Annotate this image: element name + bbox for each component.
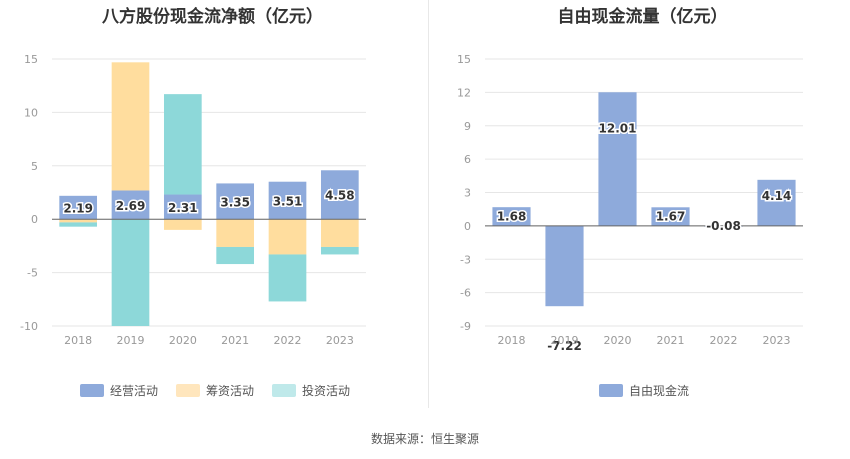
bar-经营活动-2018 — [59, 195, 98, 220]
x-tick-label: 2022 — [274, 334, 302, 347]
right-chart-panel: 自由现金流量（亿元） -9 -6 -3 0 3 6 9 12 15 1.68 -7.22 12.01 1… — [435, 0, 850, 420]
y-tick-label: 15 — [457, 53, 471, 66]
data-label-2020: 2.31 — [168, 201, 198, 215]
y-tick-label: 0 — [464, 220, 471, 233]
bar-筹资活动-2018 — [59, 219, 98, 223]
x-tick-label: 2021 — [221, 334, 249, 347]
bar-经营活动-2022 — [268, 181, 307, 220]
x-tick-label: 2023 — [763, 334, 791, 347]
x-tick-label: 2019 — [551, 334, 579, 347]
legend-item-investing[interactable]: 投资活动 — [272, 382, 350, 399]
y-tick-label: 3 — [464, 187, 471, 200]
y-tick-label: -6 — [460, 287, 471, 300]
data-label-2020: 12.01 — [599, 121, 637, 135]
x-tick-label: 2021 — [657, 334, 685, 347]
data-label-2018: 2.19 — [63, 202, 93, 216]
data-label-2021: 3.35 — [220, 195, 250, 209]
x-tick-label: 2020 — [169, 334, 197, 347]
bar-经营活动-2020 — [163, 194, 202, 220]
data-label-2023: 4.58 — [325, 189, 355, 203]
x-tick-label: 2022 — [710, 334, 738, 347]
y-tick-label: 5 — [31, 160, 38, 173]
right-chart-svg: -9 -6 -3 0 3 6 9 12 15 1.68 -7.22 12.01 1.67 -0.08 4.1… — [457, 53, 803, 355]
legend-label-financing: 筹资活动 — [206, 384, 255, 398]
x-tick-label: 2018 — [498, 334, 526, 347]
legend-label-investing: 投资活动 — [302, 384, 351, 398]
bar-筹资活动-2023 — [320, 219, 359, 247]
data-label-2018: 1.68 — [497, 210, 527, 224]
data-label-2019: -7.22 — [547, 339, 582, 353]
bar-投资活动-2020 — [163, 94, 202, 195]
legend-swatch-financing — [176, 384, 201, 397]
data-label-2023: 4.14 — [762, 189, 792, 203]
bar-自由现金流-2018 — [492, 207, 531, 226]
bar-筹资活动-2021 — [216, 219, 255, 247]
data-source-note: 数据来源：恒生聚源 — [370, 432, 479, 446]
bar-投资活动-2021 — [216, 246, 255, 265]
x-tick-label: 2023 — [326, 334, 354, 347]
bar-经营活动-2019 — [111, 190, 150, 220]
bar-经营活动-2021 — [216, 183, 255, 220]
legend-swatch-investing — [272, 384, 297, 397]
bar-投资活动-2018 — [59, 222, 98, 227]
y-tick-label: -3 — [460, 253, 471, 266]
y-tick-label: 0 — [31, 213, 38, 226]
bar-投资活动-2019 — [111, 219, 150, 326]
y-tick-label: 6 — [464, 153, 471, 166]
y-tick-label: 10 — [24, 106, 38, 119]
data-label-2022: -0.08 — [706, 219, 741, 233]
y-tick-label: 15 — [24, 53, 38, 66]
bar-筹资活动-2022 — [268, 219, 307, 255]
data-label-2019: 2.69 — [116, 199, 146, 213]
x-tick-label: 2018 — [64, 334, 92, 347]
bar-自由现金流-2023 — [757, 179, 796, 226]
bar-自由现金流-2019 — [545, 225, 584, 307]
bar-经营活动-2023 — [320, 170, 359, 220]
x-tick-label: 2019 — [117, 334, 145, 347]
y-tick-label: -5 — [27, 267, 38, 280]
y-tick-label: 9 — [464, 120, 471, 133]
legend-item-operating[interactable]: 经营活动 — [80, 382, 158, 399]
data-label-2022: 3.51 — [273, 194, 303, 208]
x-tick-label: 2020 — [604, 334, 632, 347]
legend-label-free-cash-flow: 自由现金流 — [629, 384, 690, 398]
legend-item-free-cash-flow[interactable]: 自由现金流 — [599, 382, 689, 399]
y-tick-label: 12 — [457, 86, 471, 99]
left-chart-title: 八方股份现金流净额（亿元） — [102, 7, 323, 27]
legend-swatch-free-cash-flow — [599, 384, 623, 397]
legend-label-operating: 经营活动 — [110, 384, 159, 398]
left-chart-panel: 八方股份现金流净额（亿元） -10 -5 0 5 10 15 2.19 2.69 2.31 3.3… — [0, 0, 425, 420]
right-legend: 自由现金流 — [599, 382, 689, 399]
left-legend: 经营活动 筹资活动 投资活动 — [80, 382, 350, 399]
left-chart-svg: -10 -5 0 5 10 15 2.19 2.69 2.31 3.35 3.51 4.58 2018 2… — [20, 53, 366, 347]
bar-自由现金流-2020 — [598, 92, 637, 226]
panel-divider — [428, 0, 429, 408]
bar-筹资活动-2020 — [163, 219, 202, 230]
y-tick-label: -9 — [460, 320, 471, 333]
bar-投资活动-2023 — [320, 246, 359, 255]
bar-自由现金流-2021 — [651, 207, 690, 226]
legend-swatch-operating — [80, 384, 104, 397]
legend-item-financing[interactable]: 筹资活动 — [176, 382, 254, 399]
right-chart-title: 自由现金流量（亿元） — [557, 7, 728, 27]
bar-投资活动-2022 — [268, 254, 307, 302]
data-label-2021: 1.67 — [656, 210, 686, 224]
y-tick-label: -10 — [20, 320, 38, 333]
bar-筹资活动-2019 — [111, 62, 150, 191]
